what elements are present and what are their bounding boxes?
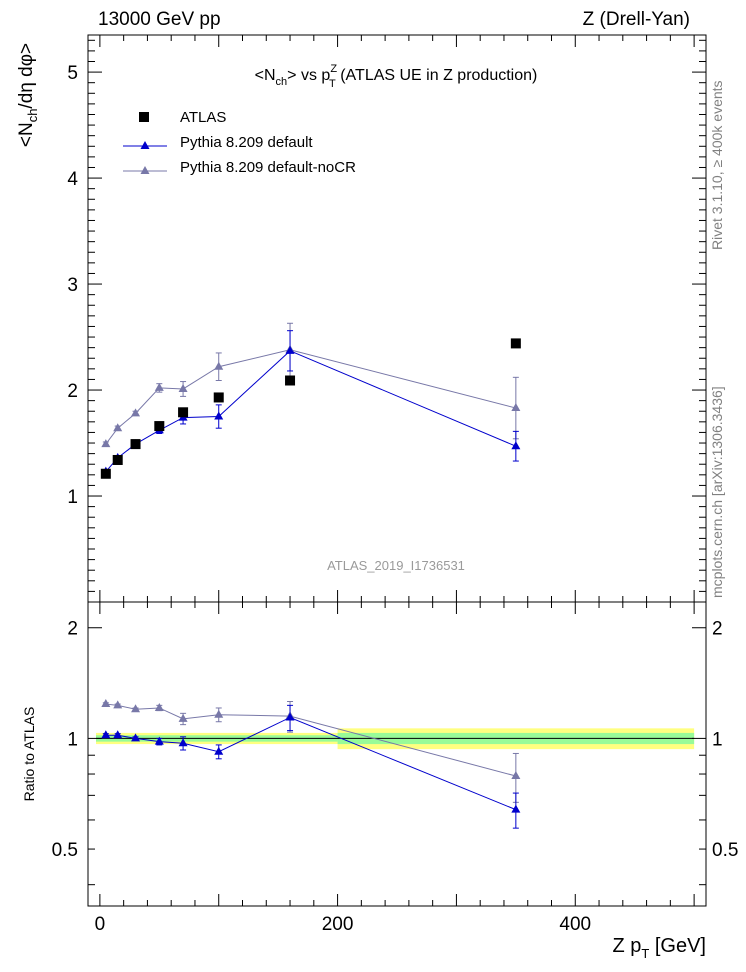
x-tick-label: 200 (322, 914, 354, 935)
atlas-point (510, 338, 521, 349)
x-tick-label: 0 (95, 914, 106, 935)
main-ticks (88, 35, 706, 603)
main-panel: 1 2 3 4 5 (67, 34, 707, 603)
atlas-point (130, 439, 141, 450)
atlas-point (154, 421, 165, 432)
nocr-point (214, 361, 224, 370)
analysis-id: ATLAS_2019_I1736531 (327, 558, 465, 573)
legend-label-atlas: ATLAS (180, 109, 226, 126)
ratio-nocr-point (214, 709, 224, 718)
ratio-y-tick-label: 2 (67, 619, 78, 640)
ratio-y-axis-label: Ratio to ATLAS (21, 707, 37, 802)
main-y-tick-labels: 1 2 3 4 5 (67, 63, 78, 508)
atlas-point (285, 375, 296, 386)
y-tick-label: 3 (67, 275, 78, 296)
ratio-default-point (511, 804, 521, 813)
ratio-nocr-point (511, 771, 521, 780)
ratio-panel: 0.5 0.5 1 1 2 2 (52, 601, 739, 907)
ratio-default-point (131, 733, 141, 742)
default-point (285, 345, 295, 354)
ratio-default-point (113, 730, 123, 739)
header-right: Z (Drell-Yan) (583, 9, 690, 30)
ratio-y-tick-label-right: 1 (712, 729, 723, 750)
nocr-point (154, 382, 164, 391)
ratio-nocr-point (113, 700, 123, 709)
nocr-point (511, 403, 521, 412)
ratio-nocr-point (178, 713, 188, 722)
ratio-y-tick-label: 1 (67, 729, 78, 750)
legend-label-nocr: Pythia 8.209 default-noCR (180, 159, 356, 176)
ratio-frame (87, 601, 707, 907)
nocr-point (178, 383, 188, 392)
default-point (511, 441, 521, 450)
legend-label-default: Pythia 8.209 default (180, 134, 313, 151)
default-line (105, 350, 517, 472)
x-tick-label: 400 (559, 914, 591, 935)
atlas-point (213, 392, 224, 403)
ratio-default-point (285, 712, 295, 721)
ratio-ticks (88, 602, 706, 906)
nocr-point (101, 439, 111, 448)
header-left: 13000 GeV pp (98, 9, 221, 30)
ratio-y-tick-label-right: 0.5 (712, 840, 738, 861)
y-axis-label: <Nch/dη dφ> (16, 43, 40, 147)
ratio-marks (101, 699, 521, 829)
ratio-default-point (154, 736, 164, 745)
nocr-point (131, 408, 141, 417)
atlas-point (100, 468, 111, 479)
y-tick-label: 1 (67, 487, 78, 508)
nocr-point (113, 423, 123, 432)
ratio-default-point (178, 738, 188, 747)
ratio-y-tick-label: 0.5 (52, 840, 78, 861)
main-marks (100, 322, 521, 479)
mcplots-label: mcplots.cern.ch [arXiv:1306.3436] (709, 386, 725, 598)
ratio-default-point (101, 730, 111, 739)
ratio-nocr-point (101, 699, 111, 708)
atlas-point (178, 407, 189, 418)
x-tick-labels: 0 200 400 (95, 914, 592, 935)
legend-marker-atlas (139, 112, 149, 122)
y-tick-label: 4 (67, 169, 78, 190)
chart-title: <Nch> vs pZ T (ATLAS UE in Z production) (255, 63, 538, 90)
legend-marker-nocr (140, 166, 150, 174)
x-axis-label: Z pT [GeV] (612, 935, 706, 961)
legend: ATLAS Pythia 8.209 default Pythia 8.209 … (123, 109, 356, 176)
ratio-y-tick-label-right: 2 (712, 619, 723, 640)
atlas-point (112, 454, 123, 465)
rivet-label: Rivet 3.1.10, ≥ 400k events (709, 80, 725, 250)
ratio-nocr-point (154, 702, 164, 711)
legend-marker-default (140, 141, 150, 149)
ratio-nocr-point (131, 704, 141, 713)
y-tick-label: 2 (67, 381, 78, 402)
ratio-y-tick-labels: 0.5 0.5 1 1 2 2 (52, 619, 739, 861)
ratio-band (96, 728, 695, 750)
ratio-default-point (214, 746, 224, 755)
default-point (214, 411, 224, 420)
y-tick-label: 5 (67, 63, 78, 84)
nocr-line (105, 349, 516, 445)
